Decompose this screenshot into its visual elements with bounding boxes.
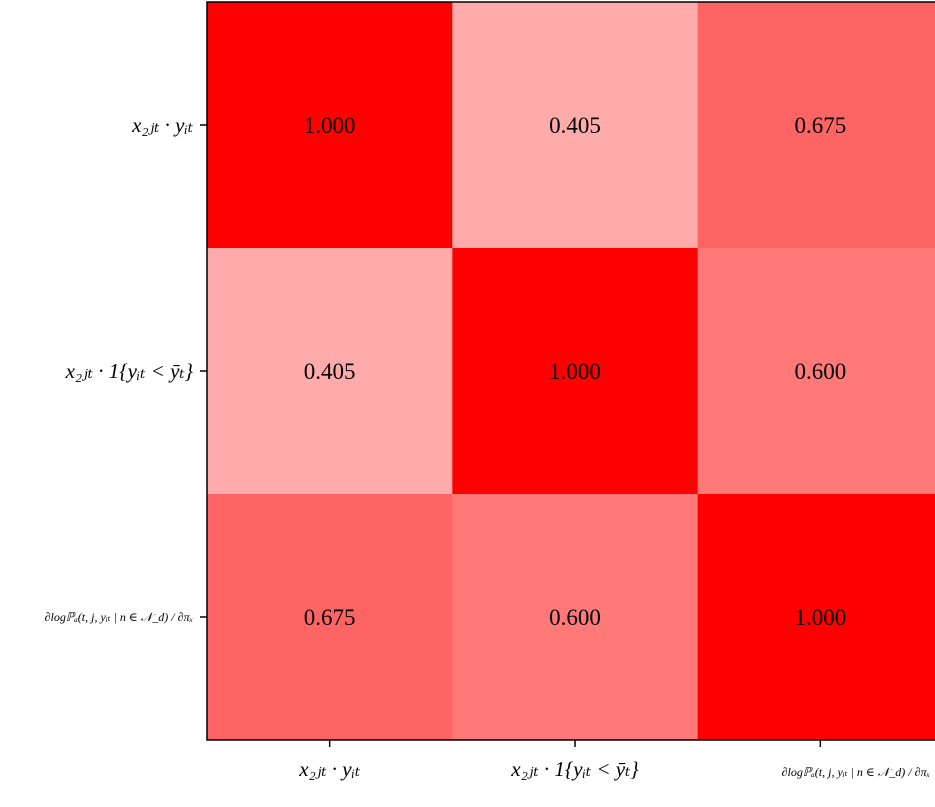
cell-value-label-r1-c1: 1.000 xyxy=(549,359,601,384)
y-tick-label-1: x₂ⱼₜ · 1{yᵢₜ < ȳₜ} xyxy=(65,359,194,383)
heatmap-cell-r1-c0 xyxy=(207,248,453,495)
cell-value-label-r1-c0: 0.405 xyxy=(304,359,356,384)
heatmap-value-labels: 1.000 0.405 0.675 0.405 1.000 0.600 0.675 0.600… xyxy=(304,113,846,630)
heatmap-cell-r1-c2 xyxy=(697,248,935,495)
cell-value-label-r0-c0: 1.000 xyxy=(304,113,356,138)
y-tick-label-0: x₂ⱼₜ · yᵢₜ xyxy=(131,113,193,137)
x-tick-label-1: x₂ⱼₜ · 1{yᵢₜ < ȳₜ} xyxy=(510,757,639,781)
cell-value-label-r2-c1: 0.600 xyxy=(549,605,601,630)
heatmap-cells xyxy=(207,2,935,741)
x-tick-label-2: ∂logℙₐ(t, j, yᵢₜ | n ∈ 𝒩_d) / ∂πₓ xyxy=(782,765,930,779)
y-tick-label-2: ∂logℙₐ(t, j, yᵢₜ | n ∈ 𝒩_d) / ∂πₓ xyxy=(45,610,193,624)
cell-value-label-r2-c2: 1.000 xyxy=(794,605,846,630)
cell-value-label-r2-c0: 0.675 xyxy=(304,605,356,630)
heatmap-cell-r1-c1 xyxy=(452,248,699,495)
heatmap-cell-r0-c2 xyxy=(697,2,935,249)
x-axis-ticks: x₂ⱼₜ · yᵢₜ x₂ⱼₜ · 1{yᵢₜ < ȳₜ} ∂logℙₐ(t, j,… xyxy=(298,740,930,781)
cell-value-label-r1-c2: 0.600 xyxy=(794,359,846,384)
heatmap-cell-r2-c2 xyxy=(697,494,935,741)
heatmap-cell-r2-c0 xyxy=(207,494,453,741)
x-tick-label-0: x₂ⱼₜ · yᵢₜ xyxy=(298,757,360,781)
heatmap-cell-r0-c0 xyxy=(207,2,453,249)
y-axis-ticks: x₂ⱼₜ · yᵢₜ x₂ⱼₜ · 1{yᵢₜ < ȳₜ} ∂logℙₐ(t, j,… xyxy=(45,113,207,624)
heatmap-cell-r2-c1 xyxy=(452,494,699,741)
cell-value-label-r0-c2: 0.675 xyxy=(794,113,846,138)
heatmap-cell-r0-c1 xyxy=(452,2,699,249)
cell-value-label-r0-c1: 0.405 xyxy=(549,113,601,138)
